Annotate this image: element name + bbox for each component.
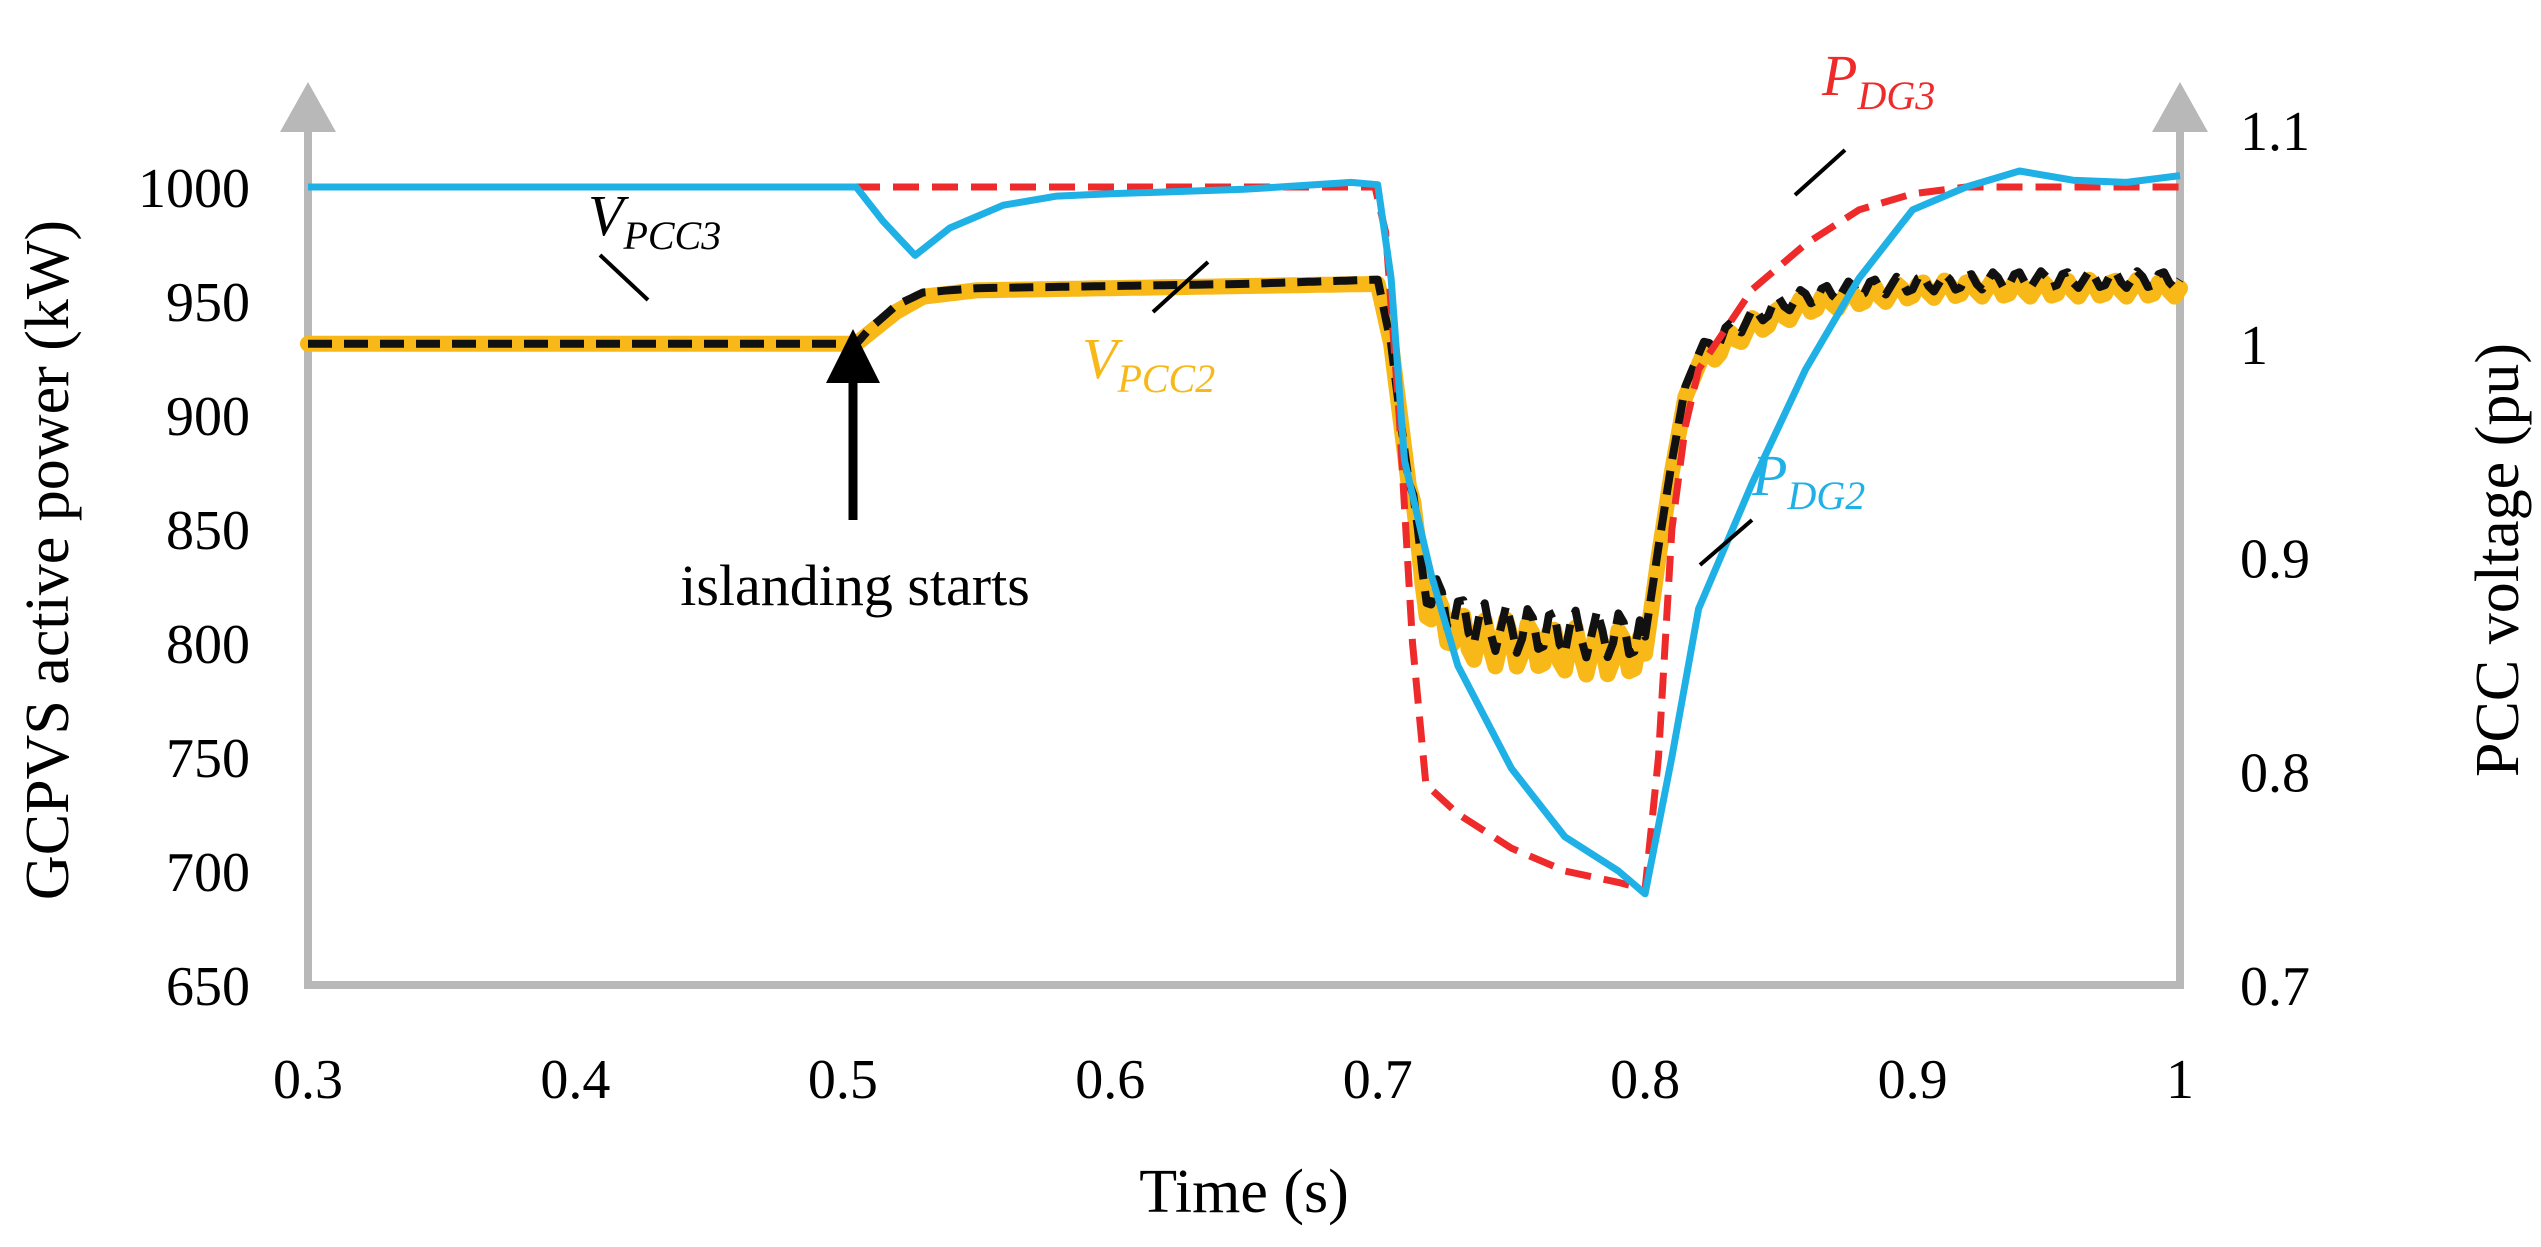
label-vpcc3: VPCC3 (588, 183, 721, 258)
leader-vpcc2 (1151, 260, 1210, 314)
y-tick-label: 900 (166, 386, 250, 448)
x-tick-label: 0.5 (808, 1049, 878, 1111)
label-pdg3-sub: DG3 (1856, 73, 1935, 118)
y2-tick-label: 1.1 (2240, 101, 2310, 163)
label-vpcc2-sub: PCC2 (1116, 356, 1215, 401)
series-line-vpcc3 (308, 267, 2184, 662)
y2-tick-label: 0.9 (2240, 529, 2310, 591)
label-pdg3: PDG3 (1821, 43, 1935, 118)
y2-axis-title: PCC voltage (pu) (2464, 343, 2532, 777)
series-line-vpcc2 (300, 271, 2188, 683)
label-leader-lines (598, 148, 1847, 567)
axes (280, 82, 2208, 989)
label-vpcc3-main: V (588, 183, 630, 248)
label-pdg2: PDG2 (1751, 443, 1865, 518)
label-pdg2-main: P (1751, 443, 1787, 508)
right-axis-arrow-icon (2152, 82, 2208, 132)
x-tick-label: 0.7 (1343, 1049, 1413, 1111)
x-tick-label: 0.8 (1610, 1049, 1680, 1111)
x-tick-label: 0.6 (1075, 1049, 1145, 1111)
series-line-pdg2 (308, 167, 2181, 898)
leader-pdg2 (1698, 518, 1754, 567)
x-tick-labels: 0.3 0.4 0.5 0.6 0.7 0.8 0.9 1 (273, 1049, 2194, 1111)
y-axis-title: GCPVS active power (kW) (14, 220, 82, 900)
label-vpcc2: VPCC2 (1082, 326, 1215, 401)
label-pdg2-sub: DG2 (1786, 473, 1865, 518)
x-tick-label: 0.4 (540, 1049, 610, 1111)
islanding-annotation: islanding starts (680, 553, 1030, 618)
y2-tick-labels: 0.7 0.8 0.9 1 1.1 (2240, 101, 2310, 1018)
y2-tick-label: 0.7 (2240, 956, 2310, 1018)
series-lines (300, 167, 2188, 898)
y2-tick-label: 1 (2240, 315, 2268, 377)
y-tick-labels: 650 700 750 800 850 900 950 1000 (138, 158, 250, 1018)
y-tick-label: 700 (166, 842, 250, 904)
y-tick-label: 650 (166, 956, 250, 1018)
y-tick-label: 850 (166, 500, 250, 562)
x-tick-label: 0.3 (273, 1049, 343, 1111)
y-tick-label: 750 (166, 728, 250, 790)
y2-tick-label: 0.8 (2240, 742, 2310, 804)
x-tick-label: 1 (2166, 1049, 2194, 1111)
x-tick-label: 0.9 (1878, 1049, 1948, 1111)
y-tick-label: 1000 (138, 158, 250, 220)
leader-pdg3 (1793, 148, 1847, 197)
leader-vpcc3 (598, 253, 650, 302)
label-vpcc3-sub: PCC3 (622, 213, 721, 258)
y-tick-label: 800 (166, 614, 250, 676)
label-vpcc2-main: V (1082, 326, 1124, 391)
left-axis-arrow-icon (280, 82, 336, 132)
y-tick-label: 950 (166, 272, 250, 334)
x-axis-title: Time (s) (1139, 1158, 1349, 1226)
label-pdg3-main: P (1821, 43, 1857, 108)
